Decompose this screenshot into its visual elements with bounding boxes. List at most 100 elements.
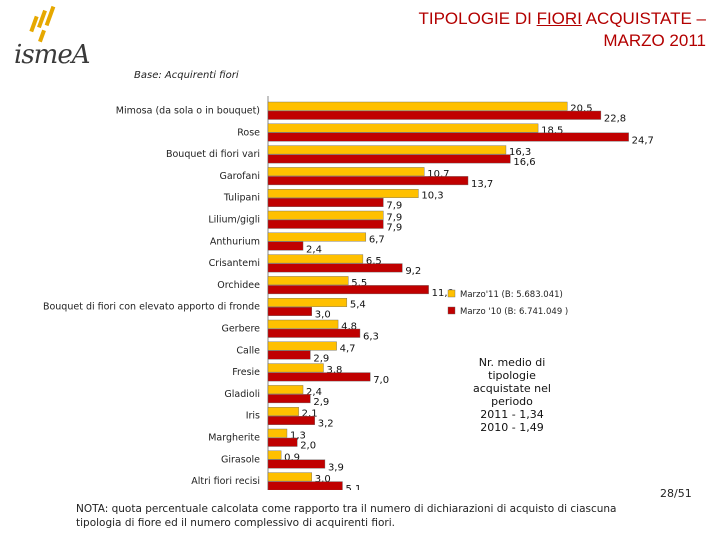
bar-2010 <box>267 306 312 316</box>
category-label: Bouquet di fiori con elevato apporto di … <box>43 302 260 313</box>
category-label: Fresie <box>232 367 260 378</box>
bar-2010 <box>267 263 403 273</box>
title-suffix: ACQUISTATE – <box>581 9 706 28</box>
title-prefix: TIPOLOGIE DI <box>418 9 537 28</box>
data-label: 11,0 <box>432 288 454 299</box>
page-title: TIPOLOGIE DI FIORI ACQUISTATE – MARZO 20… <box>286 8 706 52</box>
category-label: Gerbere <box>221 324 260 335</box>
bar-2010 <box>267 241 304 251</box>
note-line: periodo <box>491 395 533 408</box>
footnote: NOTA: quota percentuale calcolata come r… <box>76 503 617 529</box>
note-line: tipologie <box>488 369 536 382</box>
bar-2011 <box>267 472 312 482</box>
legend-label-2010: Marzo '10 (B: 6.741.049 ) <box>460 307 568 317</box>
category-label: Garofani <box>219 171 260 182</box>
bar-2011 <box>267 123 539 133</box>
logo-wordmark: ismeA <box>14 40 90 70</box>
data-label: 2,4 <box>306 244 322 255</box>
legend-label-2011: Marzo'11 (B: 5.683.041) <box>460 290 563 300</box>
data-label: 3,2 <box>318 419 334 430</box>
ismea-logo <box>29 5 56 43</box>
data-label: 1,3 <box>290 431 306 442</box>
note-line: 2010 - 1,49 <box>480 421 544 434</box>
bar-2010 <box>267 132 629 142</box>
data-label: 4,8 <box>341 322 357 333</box>
bar-2011 <box>267 145 507 155</box>
bar-2011 <box>267 363 324 373</box>
bar-2011 <box>267 276 349 286</box>
data-label: 9,2 <box>405 266 421 277</box>
legend-swatch-2010 <box>447 306 456 315</box>
data-label: 5,5 <box>351 278 367 289</box>
bar-2011 <box>267 167 425 177</box>
category-label: Calle <box>236 345 260 356</box>
note-line: Nr. medio di <box>478 356 546 369</box>
data-label: 7,0 <box>373 375 389 386</box>
bar-2011 <box>267 428 288 438</box>
bar-2011 <box>267 450 282 460</box>
data-label: 2,4 <box>306 387 322 398</box>
data-label: 22,8 <box>604 114 626 125</box>
category-label: Tulipani <box>223 193 260 204</box>
bar-2011 <box>267 341 337 351</box>
note-line: 2011 - 1,34 <box>480 408 544 421</box>
data-label: 3,0 <box>315 310 331 321</box>
data-label: 24,7 <box>632 135 654 146</box>
title-line2: MARZO 2011 <box>603 31 706 50</box>
category-label: Altri fiori recisi <box>191 476 260 487</box>
data-label: 2,9 <box>313 353 329 364</box>
data-label: 6,7 <box>369 234 385 245</box>
bar-2010 <box>267 328 361 338</box>
bar-2011 <box>267 385 304 395</box>
category-label: Orchidee <box>217 280 260 291</box>
category-label: Rose <box>237 127 260 138</box>
bar-2010 <box>267 394 311 404</box>
data-label: 10,7 <box>427 169 449 180</box>
bar-2011 <box>267 101 568 111</box>
data-label: 3,9 <box>328 462 344 473</box>
average-note: Nr. medio di tipologie acquistate nel pe… <box>462 356 562 434</box>
bar-2010 <box>267 219 384 229</box>
data-label: 7,9 <box>386 201 402 212</box>
bar-2010 <box>267 416 315 425</box>
bar-2010 <box>267 481 343 490</box>
legend-swatch-2011 <box>447 289 456 298</box>
page-number: 28/51 <box>660 487 692 500</box>
bar-2011 <box>267 319 339 329</box>
bar-2010 <box>267 154 511 164</box>
bar-2011 <box>267 297 348 307</box>
data-label: 2,9 <box>313 397 329 408</box>
data-label: 18,5 <box>541 125 563 136</box>
data-label: 5,4 <box>350 300 366 311</box>
data-label: 7,9 <box>386 223 402 234</box>
category-label: Lilium/gigli <box>208 215 260 226</box>
bar-2010 <box>267 110 602 120</box>
bar-chart: Mimosa (da sola o in bouquet) 20,5 22,8 Ros… <box>43 96 654 490</box>
bar-2010 <box>267 176 469 186</box>
category-label: Mimosa (da sola o in bouquet) <box>116 106 260 117</box>
bar-2010 <box>267 372 371 382</box>
bar-2010 <box>267 459 326 469</box>
data-label: 10,3 <box>421 191 443 202</box>
data-label: 3,8 <box>326 365 342 376</box>
bar-2011 <box>267 188 419 198</box>
data-label: 16,6 <box>513 157 535 168</box>
data-label: 16,3 <box>509 147 531 158</box>
data-label: 0,9 <box>284 452 300 463</box>
category-label: Anthurium <box>210 236 260 247</box>
data-label: 5,1 <box>345 484 361 490</box>
bar-2010 <box>267 437 298 447</box>
data-label: 13,7 <box>471 179 493 190</box>
bar-2010 <box>267 350 311 360</box>
title-underlined: FIORI <box>536 9 582 28</box>
note-line: acquistate nel <box>473 382 551 395</box>
bar-2011 <box>267 254 364 264</box>
bar-2011 <box>267 210 384 220</box>
category-label: Crisantemi <box>209 258 260 269</box>
bar-2011 <box>267 407 299 416</box>
data-label: 4,7 <box>340 343 356 354</box>
category-label: Girasole <box>221 454 260 465</box>
data-label: 2,1 <box>302 409 318 420</box>
bar-2010 <box>267 197 384 207</box>
category-label: Gladioli <box>224 389 260 400</box>
